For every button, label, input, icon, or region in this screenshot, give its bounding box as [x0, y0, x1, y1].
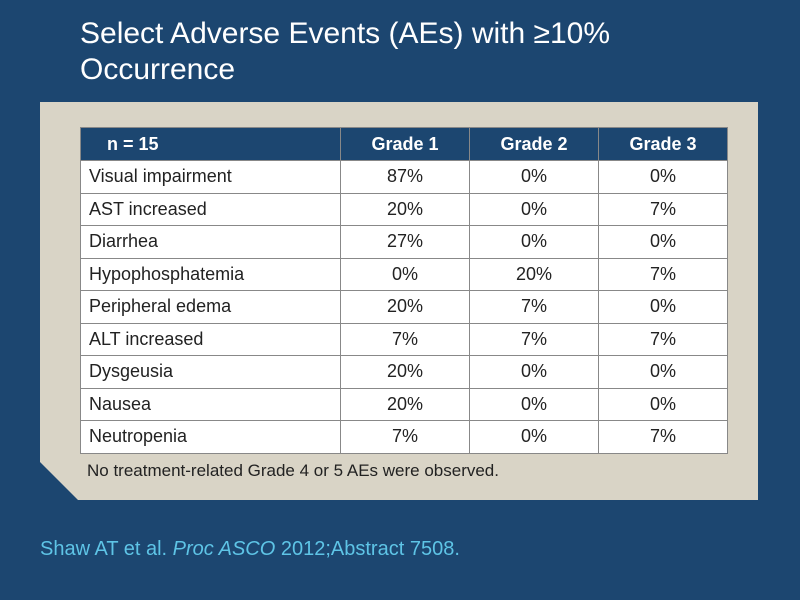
grade-3-value: 7%	[598, 420, 728, 454]
table-header-row: n = 15 Grade 1 Grade 2 Grade 3	[80, 127, 728, 161]
table-row: AST increased 20% 0% 7%	[80, 192, 728, 226]
grade-2-value: 20%	[469, 257, 599, 291]
event-name: Hypophosphatemia	[80, 257, 341, 291]
grade-2-value: 0%	[469, 160, 599, 194]
column-header-grade-1: Grade 1	[340, 127, 470, 161]
grade-1-value: 7%	[340, 420, 470, 454]
event-name: Dysgeusia	[80, 355, 341, 389]
grade-3-value: 0%	[598, 160, 728, 194]
grade-1-value: 20%	[340, 387, 470, 421]
grade-2-value: 7%	[469, 290, 599, 324]
event-name: AST increased	[80, 192, 341, 226]
grade-2-value: 7%	[469, 322, 599, 356]
citation-authors: Shaw AT et al.	[40, 538, 168, 560]
grade-1-value: 0%	[340, 257, 470, 291]
adverse-events-table: n = 15 Grade 1 Grade 2 Grade 3 Visual im…	[80, 127, 728, 454]
event-name: Neutropenia	[80, 420, 341, 454]
grade-3-value: 0%	[598, 290, 728, 324]
grade-3-value: 0%	[598, 387, 728, 421]
table-row: Nausea 20% 0% 0%	[80, 387, 728, 421]
event-name: Nausea	[80, 387, 341, 421]
grade-2-value: 0%	[469, 420, 599, 454]
table-row: Dysgeusia 20% 0% 0%	[80, 355, 728, 389]
event-name: Peripheral edema	[80, 290, 341, 324]
table-row: Diarrhea 27% 0% 0%	[80, 225, 728, 259]
grade-3-value: 0%	[598, 355, 728, 389]
footnote: No treatment-related Grade 4 or 5 AEs we…	[87, 461, 499, 480]
grade-3-value: 7%	[598, 192, 728, 226]
table-row: Hypophosphatemia 0% 20% 7%	[80, 257, 728, 291]
grade-1-value: 20%	[340, 355, 470, 389]
grade-2-value: 0%	[469, 225, 599, 259]
table-row: Peripheral edema 20% 7% 0%	[80, 290, 728, 324]
grade-3-value: 0%	[598, 225, 728, 259]
grade-1-value: 20%	[340, 290, 470, 324]
grade-1-value: 87%	[340, 160, 470, 194]
slide-title: Select Adverse Events (AEs) with ≥10% Oc…	[80, 17, 611, 86]
grade-1-value: 20%	[340, 192, 470, 226]
grade-3-value: 7%	[598, 322, 728, 356]
table-row: Visual impairment 87% 0% 0%	[80, 160, 728, 194]
table-row: Neutropenia 7% 0% 7%	[80, 420, 728, 454]
grade-2-value: 0%	[469, 355, 599, 389]
column-header-n: n = 15	[80, 127, 341, 161]
grade-3-value: 7%	[598, 257, 728, 291]
table-row: ALT increased 7% 7% 7%	[80, 322, 728, 356]
citation-details: 2012;Abstract 7508.	[280, 538, 460, 560]
grade-2-value: 0%	[469, 387, 599, 421]
event-name: Visual impairment	[80, 160, 341, 194]
grade-2-value: 0%	[469, 192, 599, 226]
column-header-grade-2: Grade 2	[469, 127, 599, 161]
citation-journal: Proc ASCO	[172, 538, 276, 560]
grade-1-value: 7%	[340, 322, 470, 356]
citation: Shaw AT et al. Proc ASCO 2012;Abstract 7…	[40, 538, 460, 561]
column-header-grade-3: Grade 3	[598, 127, 728, 161]
event-name: ALT increased	[80, 322, 341, 356]
grade-1-value: 27%	[340, 225, 470, 259]
event-name: Diarrhea	[80, 225, 341, 259]
